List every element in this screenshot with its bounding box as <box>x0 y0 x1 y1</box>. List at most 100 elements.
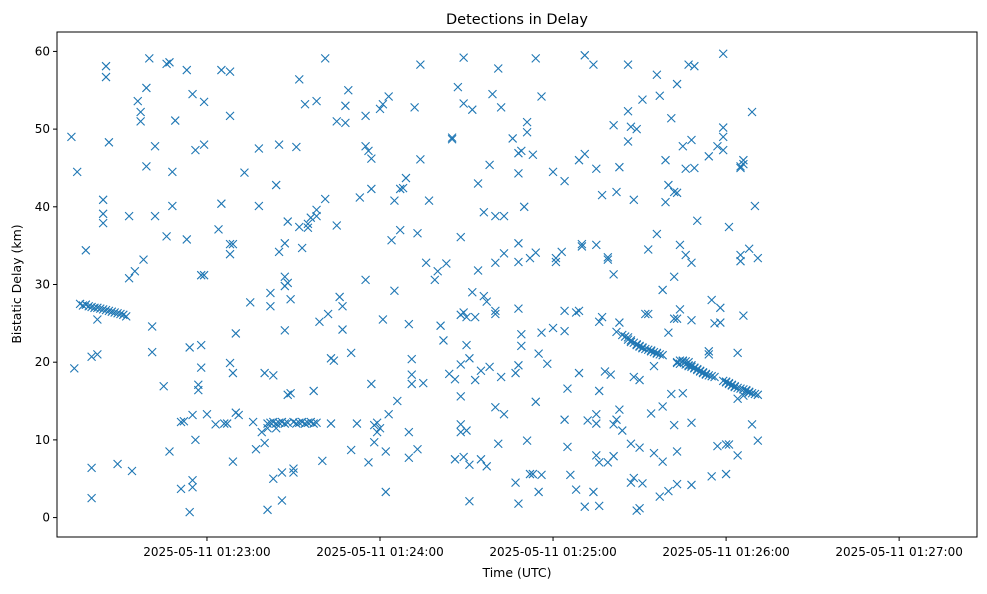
data-point <box>101 72 111 82</box>
data-point <box>101 305 111 315</box>
data-point <box>69 364 79 373</box>
data-point <box>565 470 575 480</box>
data-point <box>139 255 148 265</box>
x-tick-label: 2025-05-11 01:27:00 <box>835 545 962 559</box>
data-point <box>150 141 160 151</box>
data-point <box>560 415 569 425</box>
data-point <box>355 193 365 202</box>
data-point <box>338 301 347 311</box>
data-point <box>736 250 745 260</box>
data-point <box>713 141 722 151</box>
data-point <box>655 350 665 359</box>
data-point <box>649 361 659 371</box>
data-point <box>626 439 636 449</box>
data-point <box>170 116 180 125</box>
data-point <box>652 70 662 80</box>
data-point <box>753 390 763 400</box>
data-point <box>113 308 122 318</box>
data-point <box>263 505 272 515</box>
data-point <box>583 416 593 425</box>
data-point <box>462 340 471 350</box>
data-point <box>286 388 295 398</box>
data-point <box>557 247 567 257</box>
data-point <box>750 389 760 399</box>
data-point <box>537 470 546 480</box>
data-point <box>81 300 91 310</box>
data-point <box>92 350 102 359</box>
data-point <box>744 388 754 397</box>
data-point <box>364 458 373 467</box>
data-point <box>216 65 226 75</box>
data-point <box>315 317 324 327</box>
data-point <box>456 232 466 242</box>
data-point <box>191 435 200 445</box>
data-point <box>136 107 146 117</box>
data-point <box>629 473 639 483</box>
data-point <box>456 391 466 401</box>
data-point <box>116 309 125 319</box>
data-point <box>675 304 685 314</box>
data-point <box>361 111 370 121</box>
data-point <box>421 258 431 268</box>
data-point <box>465 353 474 363</box>
data-point <box>597 312 607 322</box>
data-point <box>537 92 546 101</box>
data-point <box>413 228 422 238</box>
data-point <box>482 297 492 306</box>
data-point <box>312 418 321 428</box>
x-tick-label: 2025-05-11 01:25:00 <box>489 545 616 559</box>
data-point <box>456 427 466 437</box>
data-point <box>710 372 719 382</box>
data-point <box>490 402 500 412</box>
data-point <box>730 382 740 392</box>
data-point <box>113 459 122 469</box>
data-point <box>560 306 569 316</box>
data-point <box>672 479 682 489</box>
data-point <box>739 311 748 320</box>
data-point <box>283 390 293 400</box>
data-point <box>214 224 223 234</box>
data-point <box>548 167 558 177</box>
data-point <box>741 386 751 396</box>
data-point <box>736 163 745 173</box>
x-axis: 2025-05-11 01:23:00 2025-05-11 01:24:00 20… <box>143 537 963 559</box>
data-point <box>165 57 174 67</box>
data-point <box>672 314 682 324</box>
data-point <box>643 345 653 355</box>
data-point <box>652 229 662 239</box>
data-point <box>361 141 370 151</box>
data-point <box>490 211 500 221</box>
data-point <box>643 309 653 319</box>
data-point <box>692 216 702 226</box>
data-point <box>580 502 590 512</box>
data-point <box>646 409 656 418</box>
data-point <box>718 132 728 142</box>
data-point <box>326 419 336 428</box>
data-point <box>666 113 676 123</box>
data-point <box>309 386 319 396</box>
data-point <box>528 469 538 479</box>
data-point <box>612 415 621 425</box>
data-point <box>165 447 174 456</box>
data-point <box>704 151 714 161</box>
y-tick-label: 10 <box>35 433 50 447</box>
data-point <box>537 328 546 338</box>
data-point <box>733 394 743 404</box>
data-point <box>560 176 569 186</box>
data-point <box>490 258 500 268</box>
data-point <box>747 419 757 429</box>
data-point <box>629 372 639 382</box>
data-point <box>390 196 399 205</box>
data-point <box>614 318 624 327</box>
data-point <box>260 368 270 378</box>
data-point <box>286 294 295 304</box>
data-point <box>715 318 725 327</box>
data-point <box>320 54 330 63</box>
data-point <box>560 326 569 336</box>
data-point <box>254 144 264 153</box>
data-point <box>733 451 743 460</box>
data-point <box>144 54 154 63</box>
data-point <box>407 370 417 380</box>
data-point <box>617 330 627 340</box>
data-point <box>707 295 717 305</box>
